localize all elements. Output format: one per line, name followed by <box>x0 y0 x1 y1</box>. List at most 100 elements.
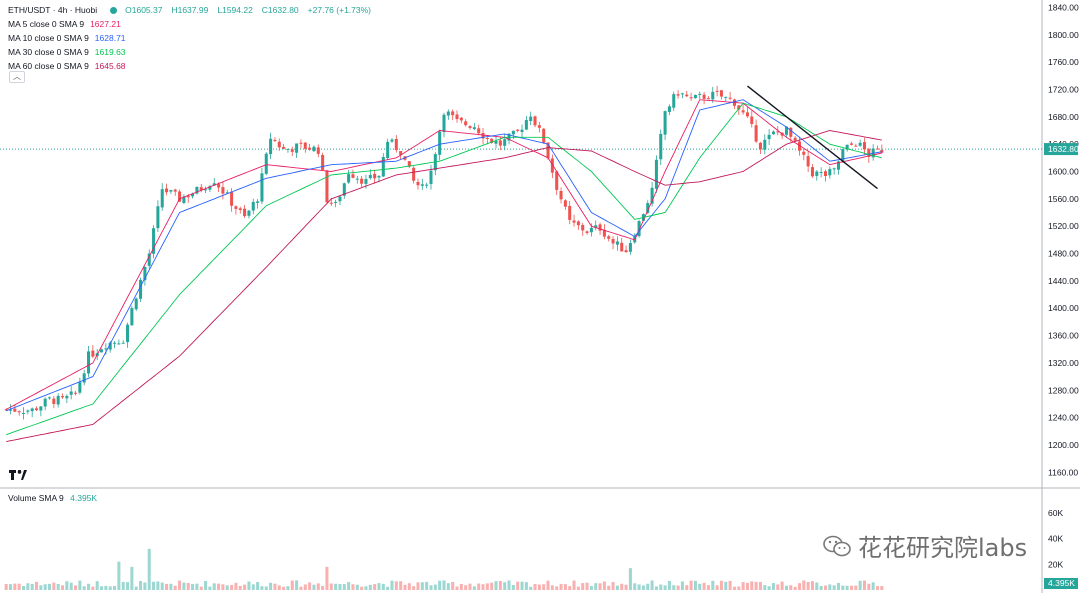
volume-legend[interactable]: Volume SMA 9 4.395K <box>8 493 97 503</box>
volume-bar <box>650 580 654 590</box>
candle-body <box>412 167 416 181</box>
price-tick-label: 1440.00 <box>1048 276 1079 286</box>
volume-bar <box>390 580 394 590</box>
candle-body <box>69 391 73 395</box>
last-price-badge <box>1044 143 1078 156</box>
volume-bar <box>52 582 56 590</box>
candle-body <box>299 142 303 144</box>
candle-body <box>238 208 242 210</box>
volume-bar <box>342 584 346 590</box>
volume-bar <box>875 586 880 590</box>
symbol-title[interactable]: ETH/USDT · 4h · Huobi <box>8 5 98 15</box>
candle-body <box>559 190 563 200</box>
trendline-drawing[interactable] <box>747 85 878 190</box>
volume-bar <box>186 582 190 590</box>
candle-body <box>429 170 433 184</box>
candle-body <box>134 298 138 310</box>
candle-body <box>602 229 606 237</box>
volume-bar <box>429 585 433 590</box>
volume-bar <box>490 582 494 590</box>
candle-body <box>243 208 247 216</box>
candle-body <box>581 224 585 231</box>
candle-body <box>758 142 762 150</box>
candle-body <box>39 406 43 411</box>
chart-legend: ETH/USDT · 4h · Huobi O1605.37 H1637.99 … <box>8 3 374 73</box>
indicator-ma5[interactable]: MA 5 close 0 SMA 9 1627.21 <box>8 17 374 31</box>
candle-body <box>104 348 108 350</box>
volume-bar <box>165 583 169 590</box>
volume-bar <box>347 582 351 590</box>
volume-bar <box>468 583 472 590</box>
volume-bar <box>286 586 290 590</box>
volume-bar <box>537 584 541 590</box>
candle-body <box>130 308 134 326</box>
volume-bar <box>290 580 294 590</box>
candle-body <box>763 139 767 150</box>
candle-body <box>628 243 632 252</box>
volume-bar <box>836 582 840 590</box>
candle-body <box>637 221 641 237</box>
low-value: L1594.22 <box>217 5 253 15</box>
volume-bar <box>472 586 476 590</box>
volume-bar <box>100 586 104 590</box>
volume-bar <box>732 586 736 590</box>
candle-body <box>17 411 21 413</box>
volume-bar <box>871 582 875 590</box>
candle-body <box>30 408 34 412</box>
indicator-value: 1628.71 <box>94 33 126 43</box>
candle-body <box>143 266 147 281</box>
candle-body <box>698 93 702 95</box>
high-value: H1637.99 <box>171 5 209 15</box>
candle-body <box>719 90 723 97</box>
candle-body <box>806 156 810 167</box>
volume-bar <box>182 582 186 590</box>
volume-bar <box>641 585 645 590</box>
candle-body <box>48 397 52 399</box>
price-tick-label: 1240.00 <box>1048 413 1079 423</box>
volume-bar <box>854 585 858 590</box>
candles <box>4 85 884 420</box>
indicator-ma60[interactable]: MA 60 close 0 SMA 9 1645.68 <box>8 59 374 73</box>
volume-bar <box>8 584 13 590</box>
candle-body <box>225 192 229 194</box>
indicator-label: MA 10 close 0 SMA 9 <box>8 33 89 43</box>
volume-bar <box>672 585 676 590</box>
indicator-ma10[interactable]: MA 10 close 0 SMA 9 1628.71 <box>8 31 374 45</box>
candle-body <box>724 96 728 98</box>
volume-bar <box>559 584 563 590</box>
volume-bar <box>602 581 606 590</box>
candle-body <box>351 174 355 178</box>
indicator-label: MA 30 close 0 SMA 9 <box>8 47 89 57</box>
volume-bar <box>160 582 164 590</box>
volume-bar <box>750 581 754 590</box>
candle-body <box>308 147 312 150</box>
volume-bar <box>780 581 784 590</box>
volume-bar <box>251 584 255 590</box>
candle-body <box>312 146 316 152</box>
volume-tick-label: 60K <box>1048 508 1063 518</box>
volume-bar <box>321 585 325 590</box>
indicator-ma30[interactable]: MA 30 close 0 SMA 9 1619.63 <box>8 45 374 59</box>
tradingview-logo-icon[interactable] <box>9 469 27 481</box>
candle-body <box>13 408 17 412</box>
volume-bar <box>446 583 450 590</box>
price-tick-label: 1560.00 <box>1048 194 1079 204</box>
volume-bar <box>87 583 91 590</box>
volume-bar <box>503 582 507 590</box>
candle-body <box>295 143 299 153</box>
volume-bar <box>667 580 671 590</box>
volume-bar <box>238 585 242 590</box>
trendline[interactable] <box>747 85 878 190</box>
volume-bar <box>26 583 30 590</box>
indicator-label: MA 5 close 0 SMA 9 <box>8 19 85 29</box>
volume-bar <box>156 581 160 590</box>
candle-body <box>282 146 286 149</box>
volume-bar <box>797 583 801 590</box>
chevron-up-icon[interactable]: ︿ <box>9 71 25 83</box>
volume-bar <box>303 584 307 590</box>
volume-axis[interactable]: 60K 40K 20K 4.395K <box>1044 508 1078 589</box>
price-axis[interactable]: 1840.001800.001760.001720.001680.001640.… <box>1044 2 1079 477</box>
volume-bar <box>74 585 78 590</box>
volume-bar <box>702 582 706 590</box>
